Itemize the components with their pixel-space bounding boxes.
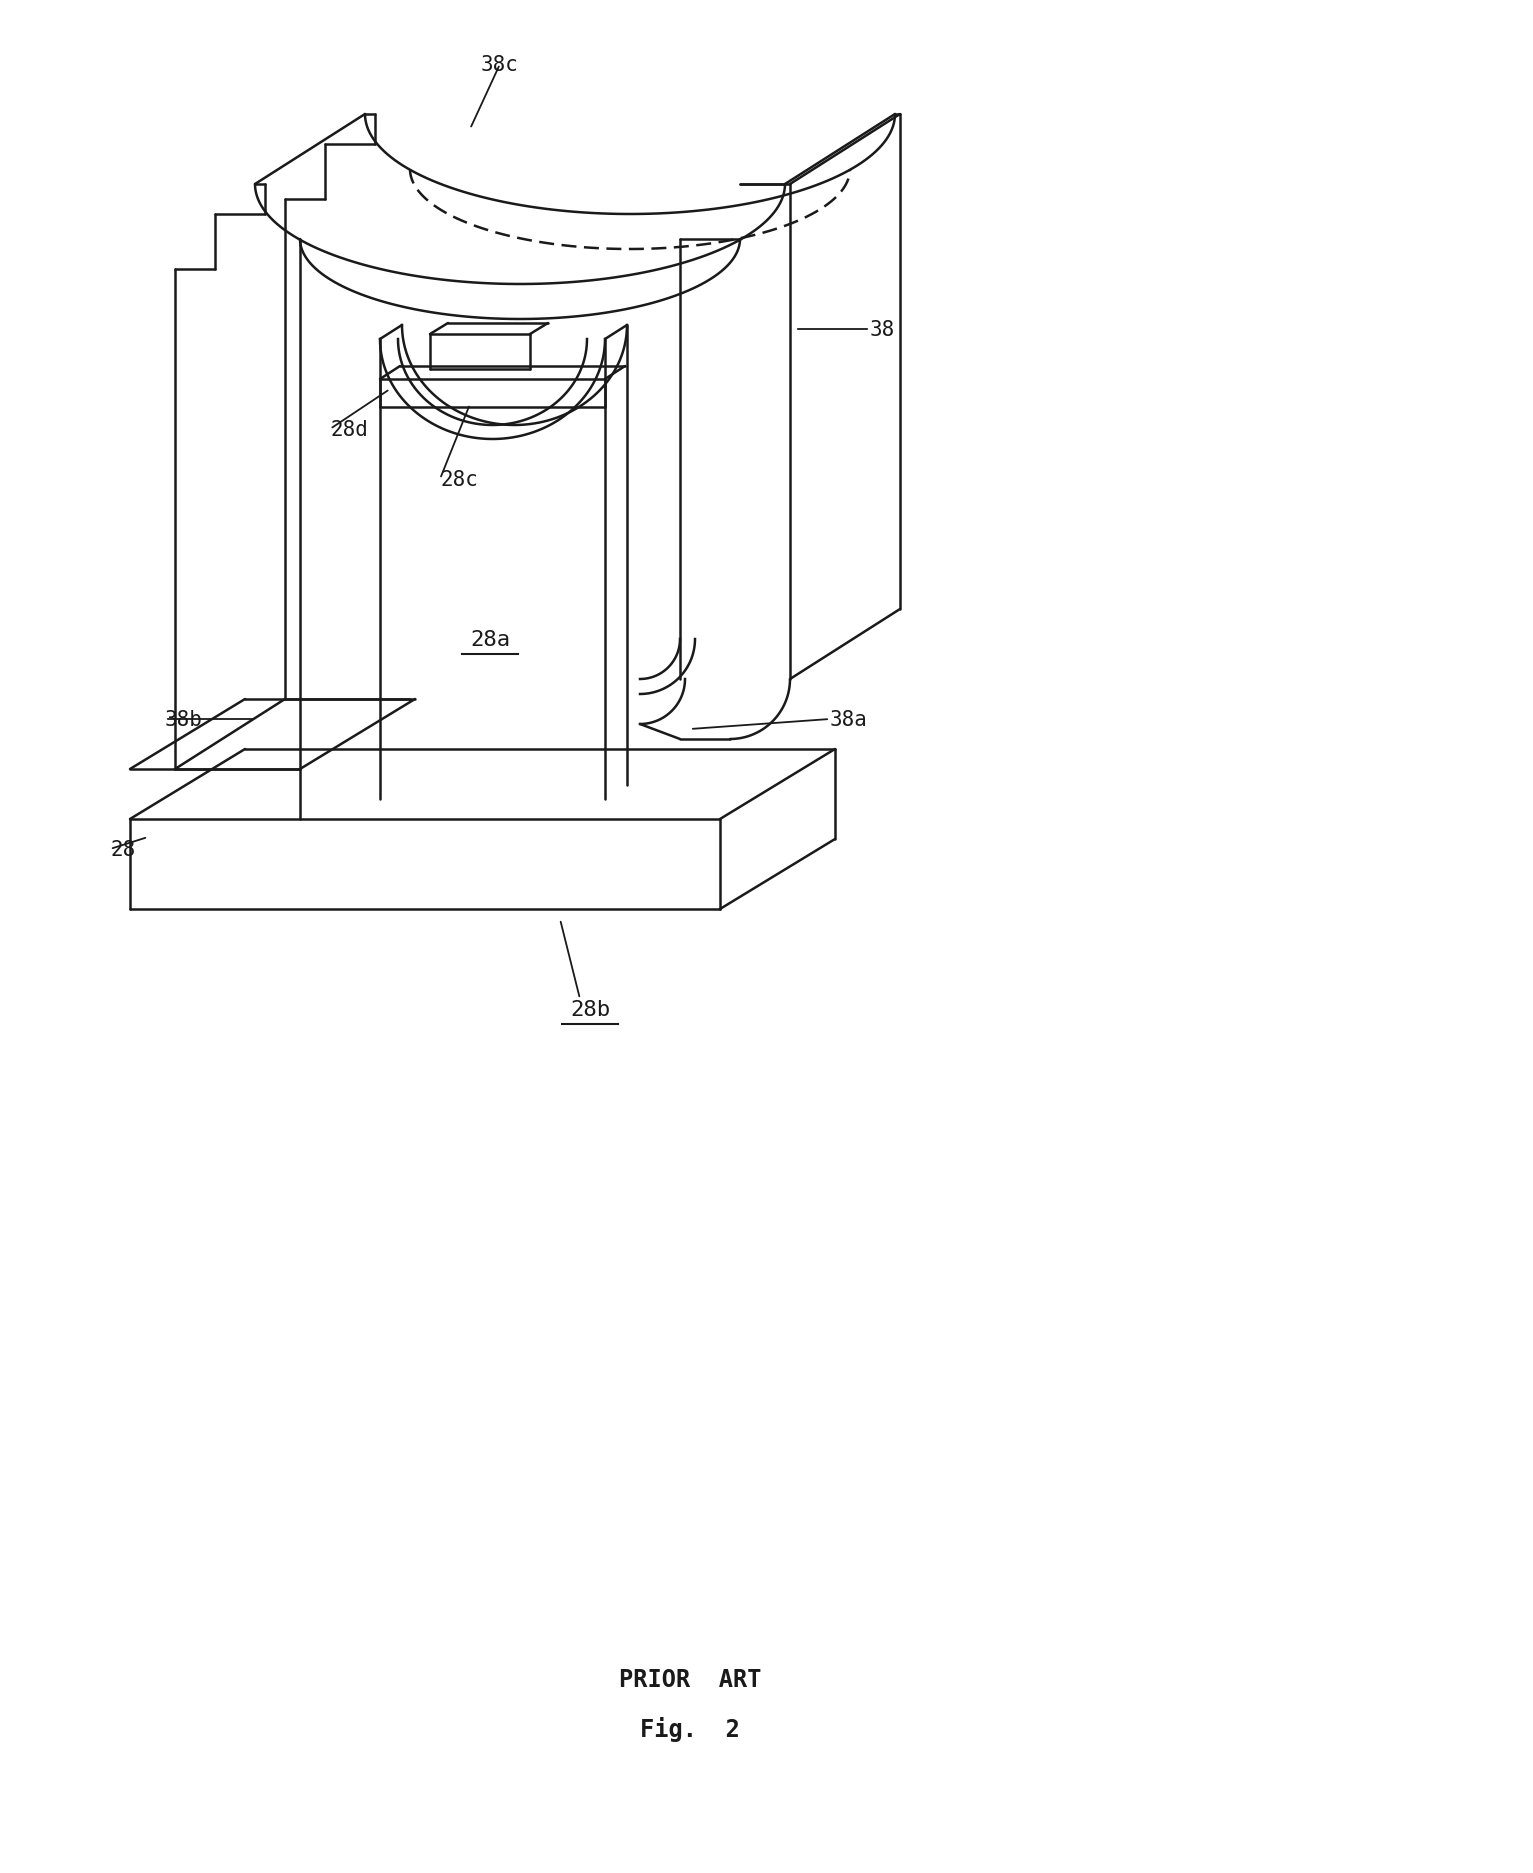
Text: 38b: 38b <box>166 710 202 730</box>
Text: 38c: 38c <box>481 54 520 75</box>
Text: PRIOR  ART: PRIOR ART <box>619 1667 760 1691</box>
Text: Fig.  2: Fig. 2 <box>639 1716 740 1742</box>
Text: 28: 28 <box>110 839 135 860</box>
Text: 38a: 38a <box>829 710 868 730</box>
Text: 28a: 28a <box>471 629 510 650</box>
Text: 38: 38 <box>871 320 895 339</box>
Text: 28b: 28b <box>570 1000 610 1019</box>
Text: 28c: 28c <box>440 470 478 489</box>
Text: 28d: 28d <box>330 420 368 440</box>
